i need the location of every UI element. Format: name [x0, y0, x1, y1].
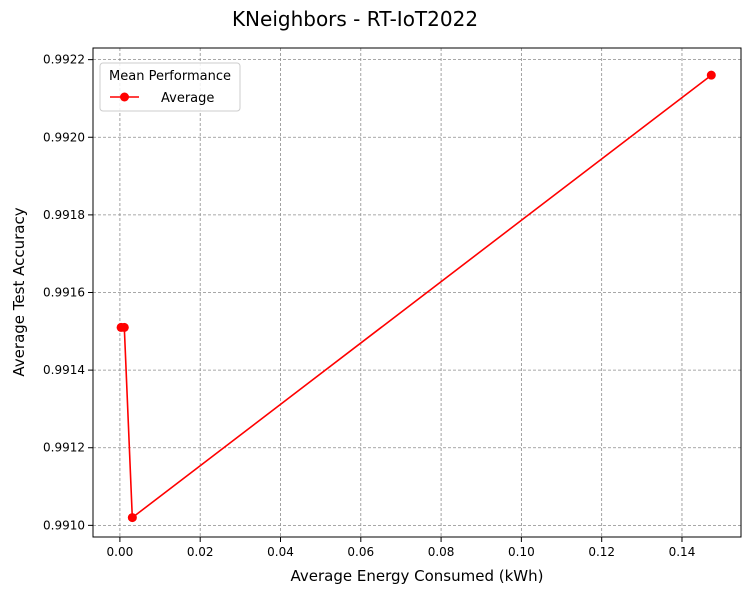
y-tick-label: 0.9914: [43, 363, 85, 377]
x-tick-label: 0.08: [428, 545, 455, 559]
data-point: [706, 70, 716, 80]
x-axis-label: Average Energy Consumed (kWh): [291, 567, 544, 585]
y-tick-label: 0.9910: [43, 518, 85, 532]
y-tick-label: 0.9918: [43, 208, 85, 222]
legend: Mean Performance Average: [99, 62, 241, 112]
series-layer: [116, 70, 716, 523]
y-axis-label: Average Test Accuracy: [10, 207, 28, 376]
x-tick-label: 0.06: [347, 545, 374, 559]
x-tick-label: 0.12: [588, 545, 615, 559]
x-tick-label: 0.04: [267, 545, 294, 559]
chart-title: KNeighbors - RT-IoT2022: [232, 7, 478, 31]
legend-label-average: Average: [161, 91, 214, 106]
x-tick-label: 0.02: [187, 545, 214, 559]
data-point: [119, 322, 129, 332]
y-tick-label: 0.9922: [43, 53, 85, 67]
axis-ticks: 0.00 0.02 0.04 0.06 0.08 0.10 0.12 0.14 0.9910 0.…: [43, 53, 695, 559]
y-tick-label: 0.9912: [43, 441, 85, 455]
y-tick-label: 0.9920: [43, 130, 85, 144]
legend-marker-swatch: [120, 92, 129, 102]
x-tick-label: 0.00: [107, 545, 134, 559]
legend-box: [99, 62, 241, 112]
y-tick-label: 0.9916: [43, 286, 85, 300]
data-point: [127, 513, 137, 523]
series-line-average: [121, 74, 712, 520]
x-tick-label: 0.14: [669, 545, 696, 559]
grid: [93, 48, 741, 537]
legend-title: Mean Performance: [109, 69, 231, 84]
x-tick-label: 0.10: [508, 545, 535, 559]
